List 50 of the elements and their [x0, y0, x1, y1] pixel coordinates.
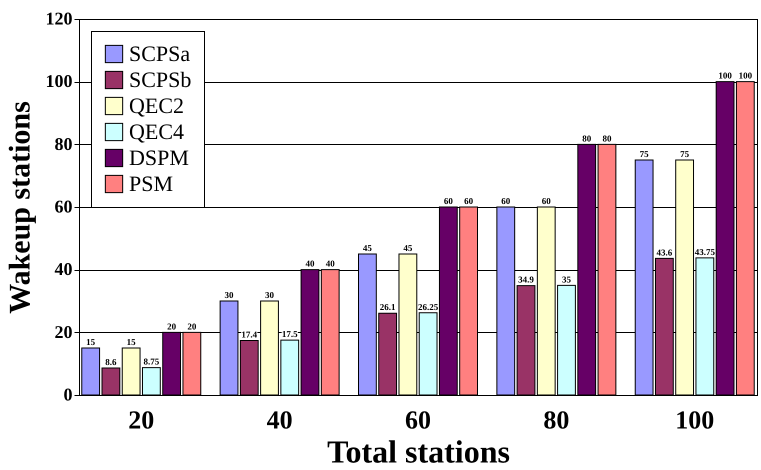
x-tick-label: 60: [405, 406, 431, 434]
data-label: 30: [265, 290, 275, 300]
data-label: 26.1: [380, 302, 396, 312]
data-label: 8.75: [144, 356, 160, 367]
data-label: 75: [680, 149, 690, 159]
y-tick-label: 100: [46, 71, 72, 92]
x-tick-label: 100: [675, 406, 714, 434]
data-label: 75: [640, 149, 650, 159]
data-label: 17.4: [241, 329, 258, 340]
data-label: 43.75: [694, 246, 716, 257]
data-label: 35: [562, 274, 572, 284]
data-label: 17.5: [282, 329, 298, 340]
y-tick-label: 60: [54, 196, 72, 216]
data-label: 100: [718, 70, 732, 81]
legend-label: QEC4: [129, 119, 184, 144]
x-tick-label: 80: [543, 406, 570, 434]
data-label: 20: [167, 321, 177, 332]
data-label: 8.6: [105, 357, 118, 368]
data-label: 15: [86, 337, 96, 347]
data-label: 60: [444, 196, 454, 206]
x-tick-label: 20: [128, 406, 154, 434]
data-label: 80: [582, 133, 592, 144]
data-label: 45: [403, 243, 413, 253]
legend-label: SCPSa: [129, 41, 190, 66]
data-label: 34.9: [518, 274, 534, 285]
data-label: 20: [187, 321, 197, 332]
data-label: 40: [305, 258, 315, 269]
y-axis-title: Wakeup stations: [4, 101, 36, 314]
x-axis-title: Total stations: [327, 434, 510, 470]
data-label: 43.6: [656, 247, 673, 258]
y-tick-label: 20: [54, 322, 72, 342]
data-label: 60: [501, 196, 511, 206]
legend-label: PSM: [129, 171, 174, 196]
data-label: 60: [542, 196, 552, 206]
legend-label: QEC2: [129, 93, 184, 118]
data-label: 45: [362, 243, 372, 253]
data-label: 15: [126, 337, 136, 347]
data-label: 40: [326, 258, 336, 269]
data-label: 100: [738, 70, 753, 81]
legend-label: DSPM: [129, 145, 189, 170]
data-label: 26.25: [418, 302, 439, 312]
y-tick-label: 80: [54, 134, 72, 154]
data-label: 60: [464, 196, 474, 206]
y-tick-label: 40: [54, 259, 72, 280]
y-tick-label: 120: [46, 8, 72, 28]
data-label: 80: [602, 133, 612, 144]
data-label: 30: [224, 290, 234, 300]
x-tick-label: 40: [266, 406, 293, 434]
legend-label: SCPSb: [129, 67, 192, 92]
y-tick-label: 0: [64, 384, 72, 404]
